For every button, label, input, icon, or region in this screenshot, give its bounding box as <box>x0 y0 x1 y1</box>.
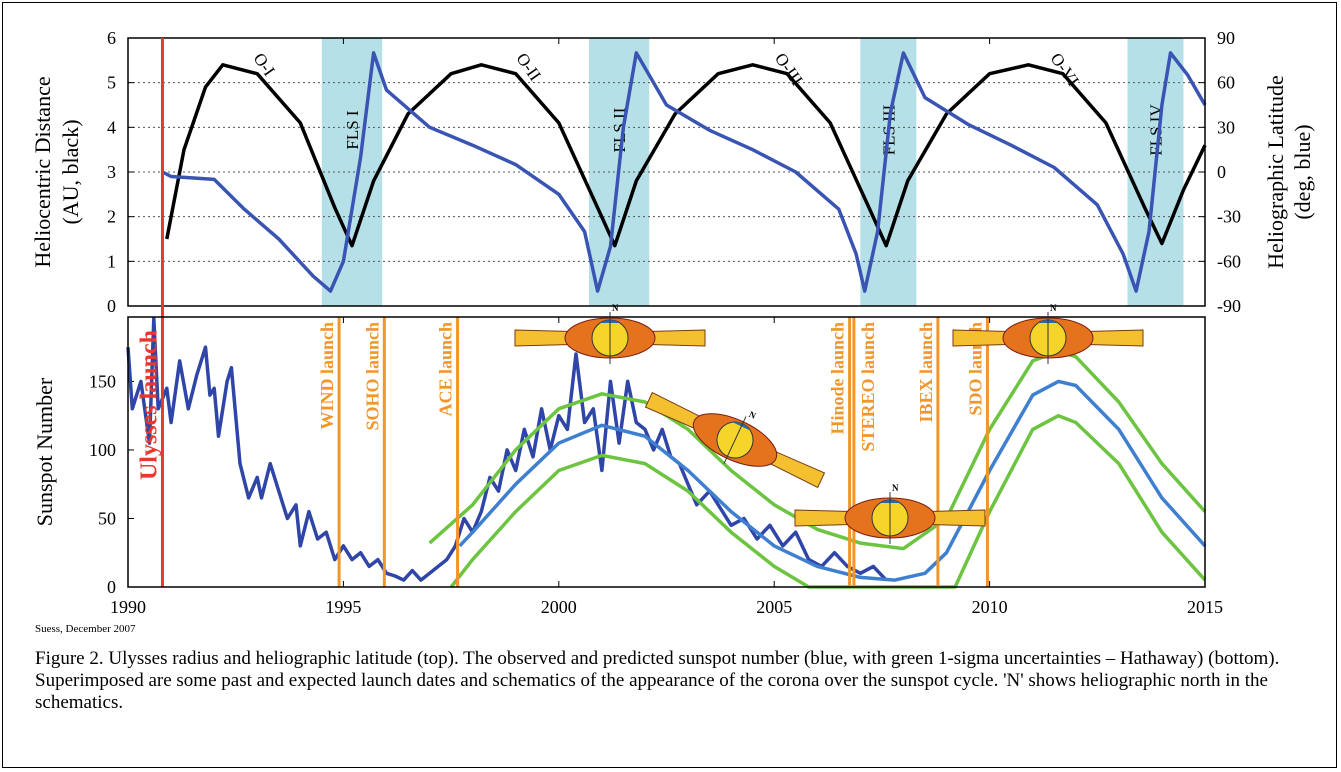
series-line <box>458 379 1207 582</box>
north-label: N <box>747 409 758 421</box>
north-label: N <box>892 483 899 493</box>
y2-tick-label: 30 <box>1217 117 1235 137</box>
y-tick-label: 0 <box>107 577 116 597</box>
region-label: FLS I <box>343 110 362 150</box>
plot-frame <box>127 37 1206 307</box>
y-tick-label: 5 <box>107 73 116 93</box>
y-tick-label: 3 <box>107 162 116 182</box>
x-tick-label: 2000 <box>541 597 577 617</box>
corona-schematic: N <box>952 303 1144 364</box>
series-line <box>449 413 1207 589</box>
y2-tick-label: 60 <box>1217 73 1235 93</box>
axis <box>723 416 747 464</box>
credit: Suess, December 2007 <box>35 623 136 635</box>
series-line <box>428 349 1207 551</box>
y2-tick-label: 90 <box>1217 28 1235 48</box>
y-tick-label: 150 <box>89 371 116 391</box>
x-tick-label: 1990 <box>110 597 146 617</box>
event-label: Ulysses launch <box>136 330 162 480</box>
y-tick-label: 4 <box>107 117 116 137</box>
y-tick-label: 6 <box>107 28 116 48</box>
y-tick-label: 100 <box>89 440 116 460</box>
y-tick-label: 2 <box>107 207 116 227</box>
x-tick-label: 2010 <box>972 597 1008 617</box>
y2-tick-label: -30 <box>1217 207 1241 227</box>
event-label: STEREO launch <box>858 322 878 452</box>
event-label: WIND launch <box>317 322 337 430</box>
x-tick-label: 1995 <box>325 597 361 617</box>
y-tick-label: 0 <box>107 296 116 316</box>
y-axis-title: Sunspot Number <box>32 377 57 526</box>
north-label: N <box>612 303 619 313</box>
y-axis-title: Heliocentric Distance <box>30 76 55 267</box>
event-label: ACE launch <box>436 322 456 417</box>
corona-schematic: N <box>514 303 706 364</box>
caption: Figure 2. Ulysses radius and heliographi… <box>35 648 1280 713</box>
chart: FLS I FLS II FLS III FLS IV0123456-90-60-30… <box>30 28 1315 617</box>
y2-tick-label: -90 <box>1217 296 1241 316</box>
corona-schematic: N <box>794 483 986 544</box>
event-label: Hinode launch <box>828 322 848 435</box>
series-line <box>161 51 1207 293</box>
y-axis-title: (AU, black) <box>58 119 83 224</box>
x-tick-label: 2005 <box>756 597 792 617</box>
plot-frame <box>127 316 1206 588</box>
series-line <box>165 63 1207 248</box>
corona-schematic: N <box>644 391 826 489</box>
orbit-label: O-I <box>250 49 279 80</box>
orbit-label: O-II <box>512 49 545 84</box>
series-line <box>126 316 888 582</box>
shaded-region <box>321 38 383 306</box>
north-label: N <box>1050 303 1057 313</box>
y-tick-label: 1 <box>107 251 116 271</box>
y-tick-label: 50 <box>98 508 116 528</box>
event-label: IBEX launch <box>916 322 936 423</box>
x-tick-label: 2015 <box>1187 597 1223 617</box>
event-label: SOHO launch <box>362 322 382 431</box>
y2-axis-title: (deg, blue) <box>1290 124 1315 219</box>
y2-tick-label: 0 <box>1217 162 1226 182</box>
y2-axis-title: Heliographic Latitude <box>1263 75 1288 269</box>
y2-tick-label: -60 <box>1217 251 1241 271</box>
